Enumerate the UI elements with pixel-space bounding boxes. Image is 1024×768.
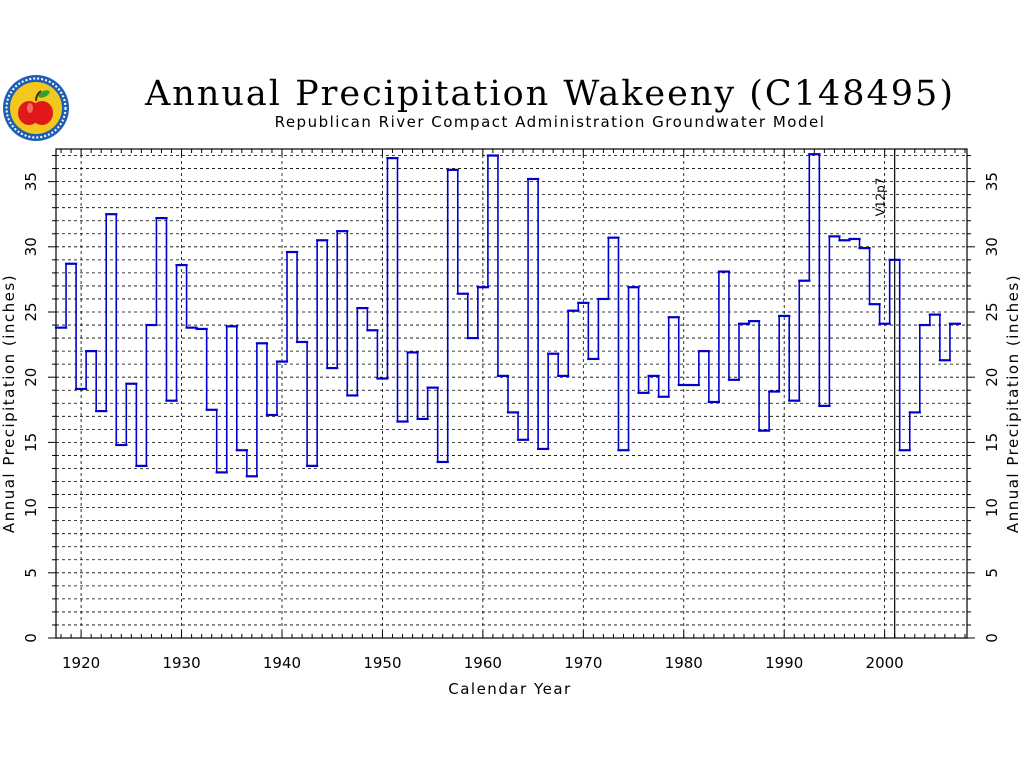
- y-tick-label-left: 10: [22, 498, 40, 517]
- y-tick-label-left: 30: [22, 237, 40, 256]
- y-tick-label-left: 35: [22, 172, 40, 191]
- x-tick-label: 1930: [162, 654, 200, 672]
- x-tick-label: 1970: [564, 654, 602, 672]
- y-tick-label-left: 15: [22, 433, 40, 452]
- plot-frame: [55, 148, 968, 639]
- y-axis-label-left: Annual Precipitation (inches): [0, 274, 18, 533]
- y-tick-label-right: 20: [983, 368, 1001, 387]
- y-tick-label-right: 25: [983, 302, 1001, 321]
- y-tick-label-left: 20: [22, 368, 40, 387]
- kansas-apple-seal-icon: [3, 75, 69, 141]
- y-tick-label-right: 5: [983, 568, 1001, 578]
- y-tick-label-left: 5: [22, 568, 40, 578]
- x-tick-label: 2000: [866, 654, 904, 672]
- x-tick-label: 1950: [363, 654, 401, 672]
- y-tick-label-right: 15: [983, 433, 1001, 452]
- y-tick-label-right: 0: [983, 633, 1001, 643]
- x-axis-label: Calendar Year: [448, 680, 571, 698]
- y-tick-label-right: 30: [983, 237, 1001, 256]
- kansas-seal-logo: [2, 74, 70, 142]
- annotation-label: V12p7: [874, 178, 888, 217]
- x-tick-label: 1980: [665, 654, 703, 672]
- x-tick-label: 1960: [464, 654, 502, 672]
- page-subtitle: Republican River Compact Administration …: [274, 113, 826, 131]
- y-tick-label-right: 35: [983, 172, 1001, 191]
- y-axis-label-right: Annual Precipitation (inches): [1004, 274, 1022, 533]
- y-tick-label-right: 10: [983, 498, 1001, 517]
- x-tick-label: 1940: [263, 654, 301, 672]
- x-tick-label: 1920: [62, 654, 100, 672]
- y-tick-label-left: 25: [22, 302, 40, 321]
- x-tick-label: 1990: [765, 654, 803, 672]
- y-tick-label-left: 0: [22, 633, 40, 643]
- page-title: Annual Precipitation Wakeeny (C148495): [145, 74, 955, 114]
